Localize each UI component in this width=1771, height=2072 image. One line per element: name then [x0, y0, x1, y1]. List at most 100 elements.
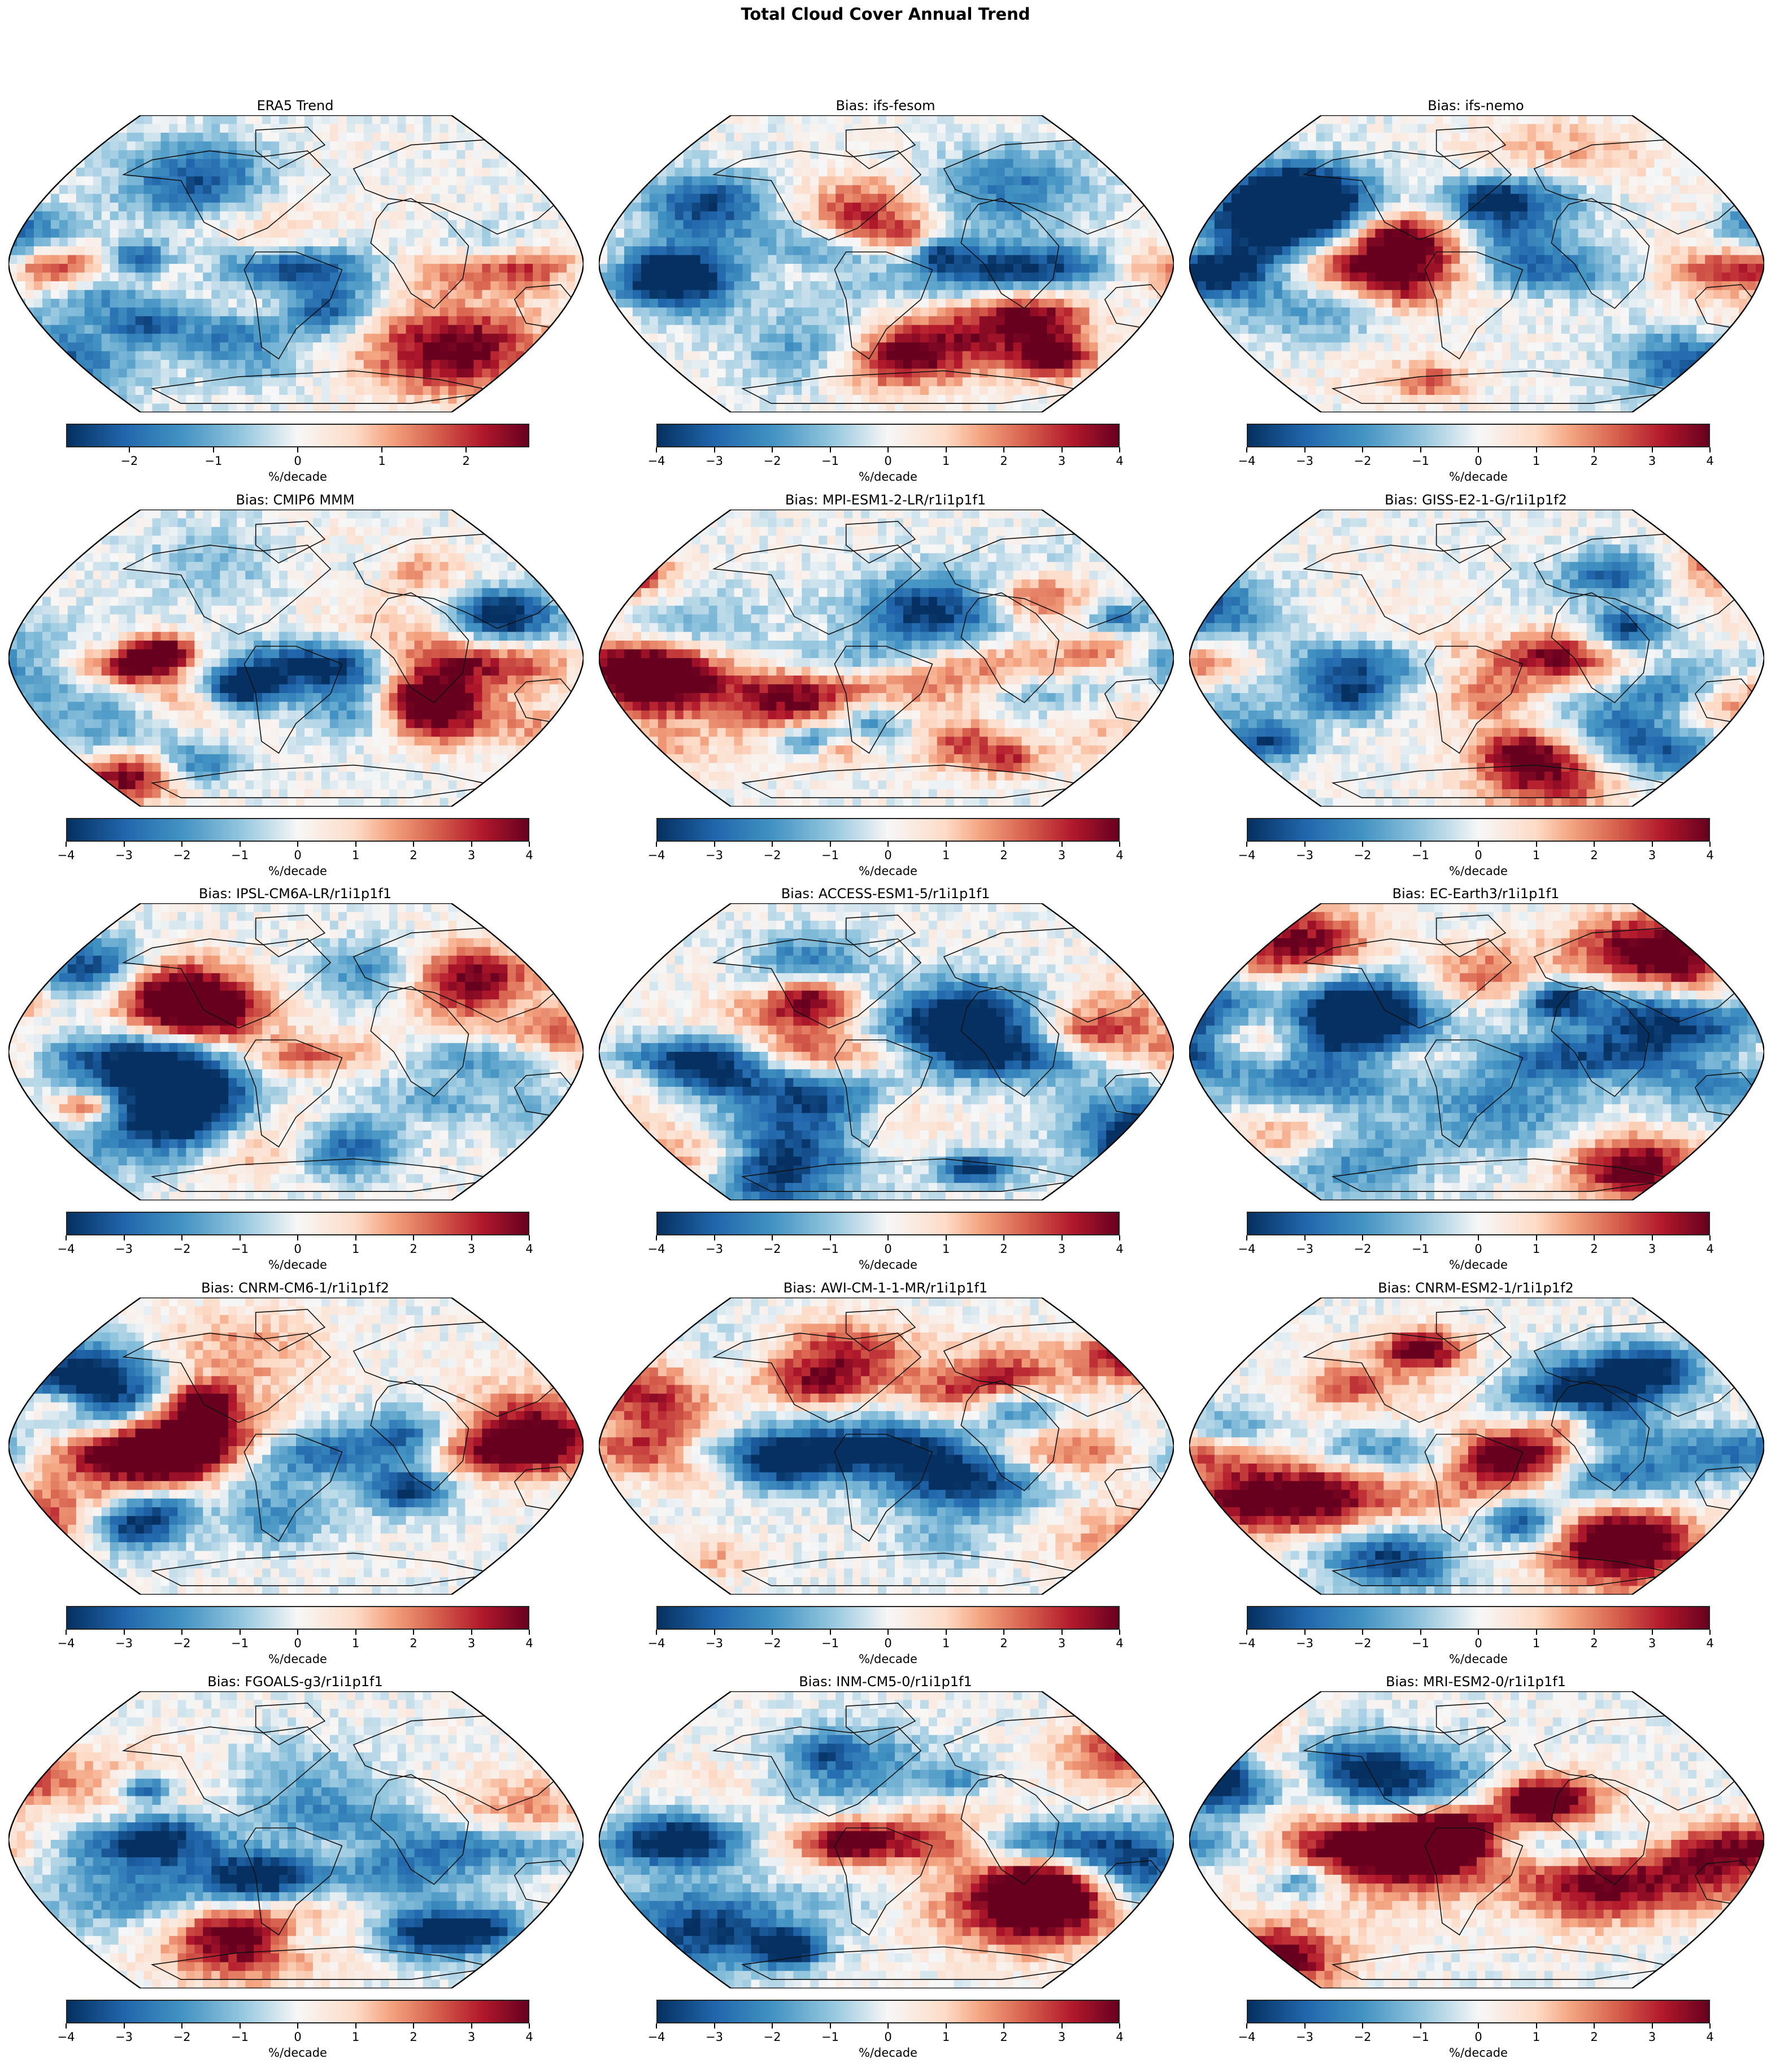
- tick-mark: [123, 2023, 125, 2029]
- tick-mark: [656, 842, 657, 847]
- colorbar: [66, 1606, 529, 1630]
- tick-mark: [772, 2023, 773, 2029]
- tick-mark: [945, 842, 947, 847]
- colorbar: [656, 424, 1120, 447]
- tick-mark: [1478, 1630, 1479, 1635]
- map-panel-2: Bias: ifs-fesom −4 −3 −2 −1 0 1 2 3 4 %/decade: [590, 97, 1181, 491]
- colorbar: [66, 818, 529, 842]
- colorbar: [1247, 424, 1710, 447]
- panel-title: Bias: MPI-ESM1-2-LR/r1i1p1f1: [590, 491, 1181, 508]
- tick-label: 3: [1058, 2030, 1065, 2044]
- tick-mark: [1119, 2023, 1120, 2029]
- tick-mark: [1246, 447, 1247, 452]
- tick-label: −1: [821, 848, 839, 862]
- tick-mark: [1709, 1235, 1711, 1240]
- tick-mark: [297, 2023, 298, 2029]
- panel-title: Bias: EC-Earth3/r1i1p1f1: [1181, 885, 1771, 902]
- colorbar-label: %/decade: [1247, 1258, 1710, 1272]
- tick-label: 4: [1116, 454, 1123, 468]
- tick-label: −4: [648, 454, 665, 468]
- panel-title: Bias: GISS-E2-1-G/r1i1p1f2: [1181, 491, 1771, 508]
- tick-mark: [772, 842, 773, 847]
- tick-label: −2: [173, 1636, 191, 1650]
- tick-label: −1: [231, 1242, 249, 1256]
- colorbar-label: %/decade: [66, 1652, 529, 1666]
- tick-mark: [1651, 1235, 1653, 1240]
- tick-mark: [181, 1235, 182, 1240]
- tick-label: −1: [1412, 2030, 1429, 2044]
- tick-label: −3: [115, 848, 133, 862]
- tick-mark: [1420, 447, 1421, 452]
- colorbar-ticks: −4 −3 −2 −1 0 1 2 3 4: [58, 1630, 533, 1652]
- colorbar-ticks: −4 −3 −2 −1 0 1 2 3 4: [648, 1630, 1124, 1652]
- tick-mark: [713, 1630, 715, 1635]
- robinson-map: [1189, 1298, 1764, 1595]
- tick-mark: [465, 447, 467, 452]
- tick-mark: [297, 842, 298, 847]
- tick-label: 0: [1474, 454, 1482, 468]
- tick-mark: [829, 842, 831, 847]
- robinson-map: [8, 903, 584, 1200]
- tick-mark: [1420, 2023, 1421, 2029]
- tick-label: 0: [884, 848, 891, 862]
- colorbar: [656, 818, 1120, 842]
- tick-label: 0: [1474, 1242, 1482, 1256]
- tick-label: −3: [1296, 1636, 1313, 1650]
- tick-label: −3: [706, 1636, 723, 1650]
- panel-title: Bias: CNRM-ESM2-1/r1i1p1f2: [1181, 1279, 1771, 1296]
- tick-label: −4: [1238, 2030, 1256, 2044]
- tick-mark: [1420, 1630, 1421, 1635]
- tick-mark: [355, 842, 356, 847]
- tick-mark: [1119, 1630, 1120, 1635]
- tick-mark: [355, 2023, 356, 2029]
- tick-label: 2: [1590, 454, 1598, 468]
- panel-title: ERA5 Trend: [0, 97, 590, 114]
- tick-label: 0: [884, 454, 891, 468]
- colorbar-ticks: −4 −3 −2 −1 0 1 2 3 4: [648, 1235, 1124, 1258]
- map-panel-12: Bias: CNRM-ESM2-1/r1i1p1f2 −4 −3 −2 −1 0 1 2 3 4…: [1181, 1279, 1771, 1673]
- tick-label: 3: [468, 2030, 475, 2044]
- tick-label: 4: [1116, 1636, 1123, 1650]
- tick-label: 3: [1058, 1636, 1065, 1650]
- tick-mark: [471, 842, 472, 847]
- colorbar-ticks: −4 −3 −2 −1 0 1 2 3 4: [648, 447, 1124, 470]
- tick-mark: [1420, 842, 1421, 847]
- tick-label: 2: [410, 848, 417, 862]
- tick-label: −4: [648, 1636, 665, 1650]
- tick-mark: [381, 447, 383, 452]
- robinson-map: [1189, 115, 1764, 412]
- tick-label: −1: [821, 454, 839, 468]
- tick-label: −3: [1296, 1242, 1313, 1256]
- tick-mark: [1594, 2023, 1595, 2029]
- tick-label: 1: [942, 2030, 950, 2044]
- map-panel-8: Bias: ACCESS-ESM1-5/r1i1p1f1 −4 −3 −2 −1 0 1 2…: [590, 885, 1181, 1279]
- tick-label: −2: [120, 454, 138, 468]
- tick-mark: [181, 2023, 182, 2029]
- tick-mark: [1119, 842, 1120, 847]
- tick-label: −2: [173, 2030, 191, 2044]
- tick-mark: [1304, 842, 1306, 847]
- tick-label: 4: [1706, 1242, 1713, 1256]
- tick-label: 1: [1533, 2030, 1540, 2044]
- tick-label: 1: [942, 1242, 950, 1256]
- colorbar-label: %/decade: [656, 1258, 1120, 1272]
- robinson-map: [599, 1691, 1174, 1988]
- tick-mark: [128, 447, 130, 452]
- robinson-map: [1189, 1691, 1764, 1988]
- map-panel-15: Bias: MRI-ESM2-0/r1i1p1f1 −4 −3 −2 −1 0 1 2 3 4 …: [1181, 1673, 1771, 2067]
- colorbar-ticks: −4 −3 −2 −1 0 1 2 3 4: [1238, 842, 1714, 864]
- colorbar-label: %/decade: [1247, 1652, 1710, 1666]
- tick-label: 3: [1648, 1242, 1656, 1256]
- robinson-map: [599, 903, 1174, 1200]
- tick-mark: [1246, 2023, 1247, 2029]
- tick-mark: [239, 1235, 241, 1240]
- tick-mark: [212, 447, 214, 452]
- tick-mark: [1362, 842, 1363, 847]
- tick-label: −1: [821, 2030, 839, 2044]
- tick-label: −1: [231, 848, 249, 862]
- tick-label: 2: [1000, 2030, 1007, 2044]
- tick-mark: [413, 1630, 414, 1635]
- tick-mark: [887, 2023, 889, 2029]
- tick-mark: [1362, 447, 1363, 452]
